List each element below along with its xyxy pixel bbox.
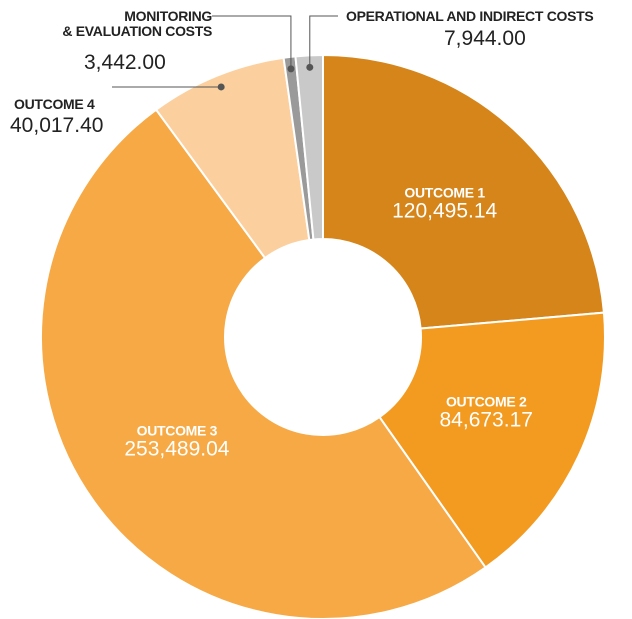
value-label: 3,442.00 bbox=[84, 51, 166, 74]
category-label: OUTCOME 4 bbox=[14, 96, 95, 112]
leader-line bbox=[212, 15, 292, 69]
slice-label: OUTCOME 3 253,489.04 bbox=[124, 424, 229, 461]
value-label: 84,673.17 bbox=[439, 408, 533, 432]
category-label: OUTCOME 3 bbox=[136, 422, 218, 439]
leader-dot bbox=[306, 63, 314, 71]
slice-label: OUTCOME 2 84,673.17 bbox=[440, 394, 533, 431]
slice bbox=[378, 311, 606, 569]
category-label: OPERATIONAL AND INDIRECT COSTS bbox=[346, 8, 594, 24]
slice bbox=[294, 53, 324, 241]
slice bbox=[322, 53, 606, 330]
category-label: MONITORING & EVALUATION COSTS bbox=[62, 8, 212, 39]
value-label: 40,017.40 bbox=[10, 114, 104, 137]
category-label: OUTCOME 1 bbox=[404, 184, 485, 201]
slice bbox=[39, 108, 487, 619]
leader-dot bbox=[287, 65, 295, 73]
value-label: 253,489.04 bbox=[124, 437, 230, 461]
leader-line bbox=[309, 15, 338, 68]
value-label: 7,944.00 bbox=[444, 27, 526, 50]
value-label: 120,495.14 bbox=[392, 199, 498, 223]
category-label: OUTCOME 2 bbox=[445, 393, 527, 410]
leader-dot bbox=[217, 83, 225, 91]
slice-label: OUTCOME 1 120,495.14 bbox=[392, 186, 497, 223]
